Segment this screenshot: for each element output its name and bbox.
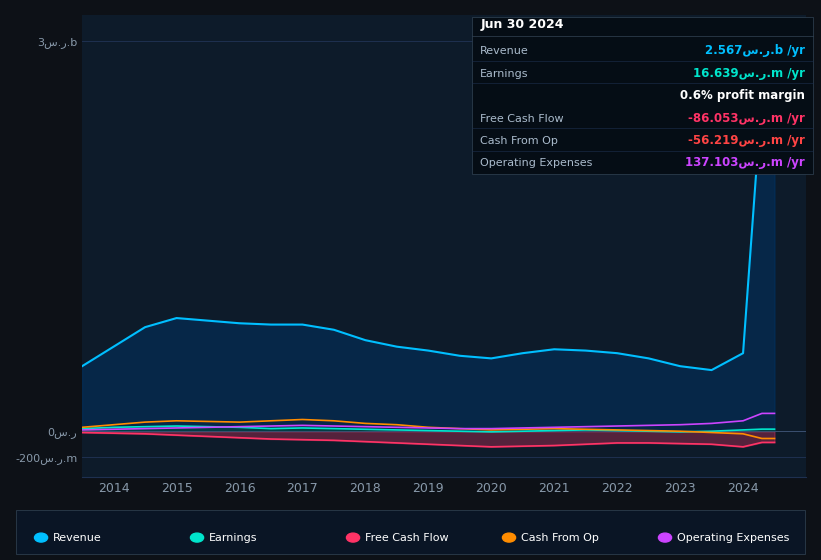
Text: Earnings: Earnings	[480, 69, 529, 79]
Text: 2.567س.ر.b /yr: 2.567س.ر.b /yr	[704, 44, 805, 57]
Text: -56.219س.ر.m /yr: -56.219س.ر.m /yr	[688, 134, 805, 147]
Text: Earnings: Earnings	[209, 533, 258, 543]
Text: Free Cash Flow: Free Cash Flow	[365, 533, 449, 543]
Text: Operating Expenses: Operating Expenses	[677, 533, 790, 543]
Text: 137.103س.ر.m /yr: 137.103س.ر.m /yr	[685, 156, 805, 169]
Text: 0.6% profit margin: 0.6% profit margin	[680, 89, 805, 102]
Text: Operating Expenses: Operating Expenses	[480, 158, 593, 169]
Text: -86.053س.ر.m /yr: -86.053س.ر.m /yr	[688, 111, 805, 124]
Text: Revenue: Revenue	[480, 46, 529, 57]
Text: Revenue: Revenue	[53, 533, 102, 543]
Text: Cash From Op: Cash From Op	[521, 533, 599, 543]
Text: Jun 30 2024: Jun 30 2024	[480, 18, 564, 31]
Text: Cash From Op: Cash From Op	[480, 136, 558, 146]
Text: Free Cash Flow: Free Cash Flow	[480, 114, 564, 124]
Text: 16.639س.ر.m /yr: 16.639س.ر.m /yr	[693, 67, 805, 80]
